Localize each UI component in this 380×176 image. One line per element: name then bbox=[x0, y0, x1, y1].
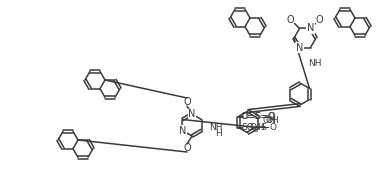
Text: SO: SO bbox=[241, 123, 254, 132]
Text: O: O bbox=[270, 123, 277, 132]
Text: 3: 3 bbox=[253, 127, 258, 134]
Text: H: H bbox=[258, 123, 264, 132]
Text: NH: NH bbox=[308, 59, 321, 68]
Text: O: O bbox=[250, 123, 257, 132]
Text: N: N bbox=[179, 125, 186, 136]
Text: O=S=O: O=S=O bbox=[241, 112, 276, 121]
Text: O: O bbox=[183, 97, 191, 107]
Text: OH: OH bbox=[266, 116, 279, 125]
Text: O: O bbox=[287, 15, 294, 26]
Text: N: N bbox=[307, 23, 314, 33]
Text: O: O bbox=[316, 15, 323, 26]
Text: O: O bbox=[183, 143, 191, 153]
Text: H: H bbox=[215, 128, 222, 137]
Text: O=S=O: O=S=O bbox=[240, 112, 275, 121]
Text: S: S bbox=[261, 123, 266, 132]
Text: NH: NH bbox=[209, 124, 223, 133]
Text: OH: OH bbox=[263, 116, 276, 125]
Text: N: N bbox=[296, 43, 303, 52]
Text: N: N bbox=[188, 109, 196, 119]
